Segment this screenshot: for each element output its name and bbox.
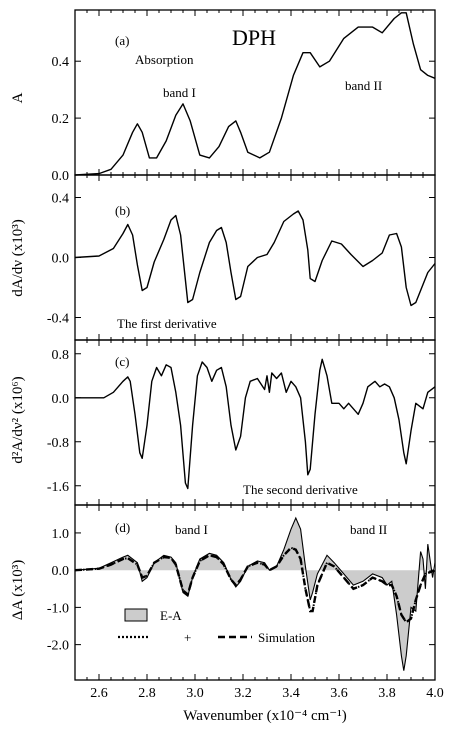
x-tick-label: 3.4 — [282, 686, 300, 701]
y-tick-label: 0.4 — [52, 55, 70, 70]
y-axis-title-c: d²A/dν² (x10⁶) — [10, 376, 26, 463]
y-tick-label: 0.2 — [52, 112, 70, 127]
y-tick-label: 0.0 — [52, 252, 70, 267]
y-axis-title-b: dA/dν (x10³) — [10, 219, 26, 297]
x-tick-label: 3.8 — [378, 686, 396, 701]
x-tick-label: 2.8 — [138, 686, 156, 701]
note-band-ii-a: band II — [345, 78, 382, 93]
x-tick-label: 3.2 — [234, 686, 252, 701]
series-area-e-a — [75, 518, 435, 671]
y-tick-label: -0.4 — [47, 312, 69, 327]
x-tick-label: 3.6 — [330, 686, 348, 701]
panel-tag-d: (d) — [115, 520, 130, 535]
y-tick-label: 0.0 — [52, 564, 70, 579]
y-axis-title-a: A — [10, 92, 26, 103]
note-second-derivative: The second derivative — [243, 482, 358, 497]
y-tick-label: 1.0 — [52, 527, 70, 542]
figure-title: DPH — [232, 25, 276, 50]
panel-tag-c: (c) — [115, 354, 129, 369]
x-tick-label: 2.6 — [90, 686, 108, 701]
panel-tag-a: (a) — [115, 33, 129, 48]
legend-swatch-e-a — [125, 609, 147, 621]
x-axis-title: Wavenumber (x10⁻⁴ cm⁻¹) — [183, 708, 346, 724]
note-band-ii-d: band II — [350, 522, 387, 537]
legend-label-e-a: E-A — [160, 608, 182, 623]
y-axis-title-d: ΔA (x10³) — [10, 560, 26, 620]
legend-label-simulation: Simulation — [258, 630, 316, 645]
note-absorption: Absorption — [135, 52, 194, 67]
y-tick-label: 0.0 — [52, 392, 70, 407]
series-line-e-a — [75, 518, 435, 671]
note-band-i-a: band I — [163, 85, 196, 100]
y-tick-label: -0.8 — [47, 436, 69, 451]
series-line-1-0 — [75, 211, 435, 306]
legend: E-A + Simulation — [118, 608, 316, 645]
note-band-i-d: band I — [175, 522, 208, 537]
panel-frames — [75, 10, 435, 680]
x-tick-label: 3.0 — [186, 686, 204, 701]
panel-tag-b: (b) — [115, 203, 130, 218]
legend-plus: + — [184, 630, 191, 645]
series-line-2-0 — [75, 359, 435, 488]
y-tick-label: -2.0 — [47, 639, 69, 654]
y-tick-label: -1.0 — [47, 601, 69, 616]
note-first-derivative: The first derivative — [117, 316, 217, 331]
x-tick-label: 4.0 — [426, 686, 444, 701]
y-tick-label: 0.8 — [52, 348, 70, 363]
label-layer: 2.6 2.8 3.0 3.2 3.4 3.6 3.8 4.0 0.0 0.2 0.4 -0.4 0.0… — [47, 55, 444, 701]
y-tick-label: 0.4 — [52, 192, 70, 207]
y-tick-label: -1.6 — [47, 480, 69, 495]
y-tick-label: 0.0 — [52, 169, 70, 184]
